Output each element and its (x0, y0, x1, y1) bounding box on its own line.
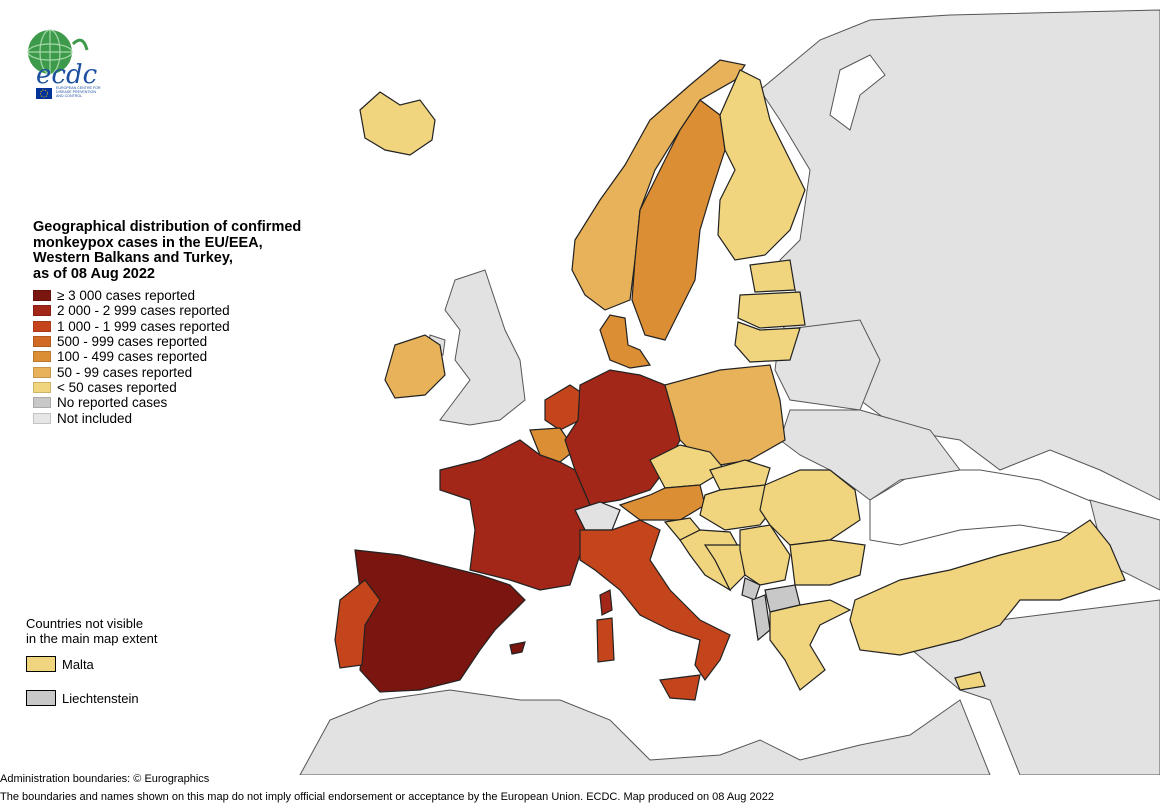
legend-swatch (33, 290, 51, 302)
legend-swatch (33, 381, 51, 393)
inset-label: Liechtenstein (62, 690, 139, 706)
not-visible-line: in the main map extent (26, 631, 158, 646)
legend-swatch (33, 412, 51, 424)
belgium (529, 427, 576, 463)
united-kingdom (439, 269, 526, 426)
footer-disclaimer: The boundaries and names shown on this m… (0, 791, 774, 803)
legend-title-line: monkeypox cases in the EU/EEA, (33, 234, 263, 251)
legend-item: 2 000 - 2 999 cases reported (33, 303, 333, 318)
legend-swatch (33, 397, 51, 409)
north-africa (299, 689, 991, 775)
estonia (749, 259, 796, 293)
legend-label: 2 000 - 2 999 cases reported (57, 303, 230, 319)
iceland (359, 91, 436, 156)
map-legend: Geographical distribution of confirmed m… (33, 219, 333, 426)
finland (717, 69, 806, 261)
legend-label: 100 - 499 cases reported (57, 349, 208, 365)
serbia (739, 524, 791, 586)
greece (769, 599, 852, 691)
legend-label: 1 000 - 1 999 cases reported (57, 318, 230, 334)
romania (759, 469, 861, 546)
footer-attribution: Administration boundaries: © Eurographic… (0, 773, 210, 785)
sicily (659, 674, 701, 701)
balearic-islands (509, 641, 526, 655)
sweden (631, 99, 726, 341)
legend-label: < 50 cases reported (57, 379, 177, 395)
legend-item: Not included (33, 410, 333, 426)
legend-item: 50 - 99 cases reported (33, 364, 333, 380)
legend-swatch (33, 305, 51, 317)
not-visible-line: Countries not visible (26, 616, 144, 631)
cyprus (954, 671, 986, 691)
logo-wordmark: ecdc (36, 60, 98, 90)
bosnia (703, 544, 746, 592)
logo-subtitle-1: EUROPEAN CENTRE FOR (56, 86, 101, 90)
legend-label: 500 - 999 cases reported (57, 334, 208, 350)
legend-swatch (33, 320, 51, 332)
white-sea (829, 54, 886, 131)
legend-swatch (33, 336, 51, 348)
inset-swatch (26, 656, 56, 672)
legend-title-line: Western Balkans and Turkey, (33, 250, 233, 266)
legend-title-line: Geographical distribution of confirmed (33, 219, 302, 235)
legend-item: < 50 cases reported (33, 380, 333, 395)
legend-swatch (33, 366, 51, 378)
legend-title: Geographical distribution of confirmed m… (33, 219, 333, 282)
corsica (599, 589, 613, 616)
legend-label: ≥ 3 000 cases reported (57, 288, 195, 304)
lithuania (734, 321, 801, 363)
turkey (849, 519, 1126, 656)
logo-subtitle-2: DISEASE PREVENTION (56, 90, 96, 94)
austria (618, 484, 706, 521)
inset-swatch (26, 690, 56, 706)
sardinia (596, 617, 615, 663)
legend-item: ≥ 3 000 cases reported (33, 288, 333, 303)
legend-item: No reported cases (33, 395, 333, 410)
slovakia (709, 459, 771, 491)
germany (564, 369, 681, 506)
legend-label: No reported cases (57, 395, 168, 411)
not-visible-heading: Countries not visible in the main map ex… (26, 616, 158, 646)
inset-liechtenstein: Liechtenstein (26, 690, 139, 706)
eu-flag-icon (36, 88, 52, 99)
legend-swatch (33, 351, 51, 363)
ireland (384, 334, 446, 399)
portugal (334, 579, 381, 669)
logo-subtitle-3: AND CONTROL (56, 94, 83, 98)
bulgaria (789, 539, 866, 586)
legend-label: 50 - 99 cases reported (57, 364, 193, 380)
ukraine (779, 409, 961, 501)
italy (579, 519, 731, 682)
middle-east (898, 599, 1160, 775)
inset-label: Malta (62, 656, 94, 672)
poland (664, 364, 786, 466)
denmark (599, 314, 652, 369)
inset-malta: Malta (26, 656, 94, 672)
legend-title-line: as of 08 Aug 2022 (33, 265, 155, 282)
legend-label: Not included (57, 410, 133, 426)
legend-item: 100 - 499 cases reported (33, 349, 333, 364)
legend-item: 1 000 - 1 999 cases reported (33, 319, 333, 334)
legend-item: 500 - 999 cases reported (33, 334, 333, 349)
legend-items: ≥ 3 000 cases reported 2 000 - 2 999 cas… (33, 288, 333, 426)
latvia (737, 291, 806, 329)
ecdc-logo: ecdc EUROPEAN CENTRE FOR DISEASE PREVENT… (18, 22, 110, 104)
europe-map (299, 9, 1160, 775)
